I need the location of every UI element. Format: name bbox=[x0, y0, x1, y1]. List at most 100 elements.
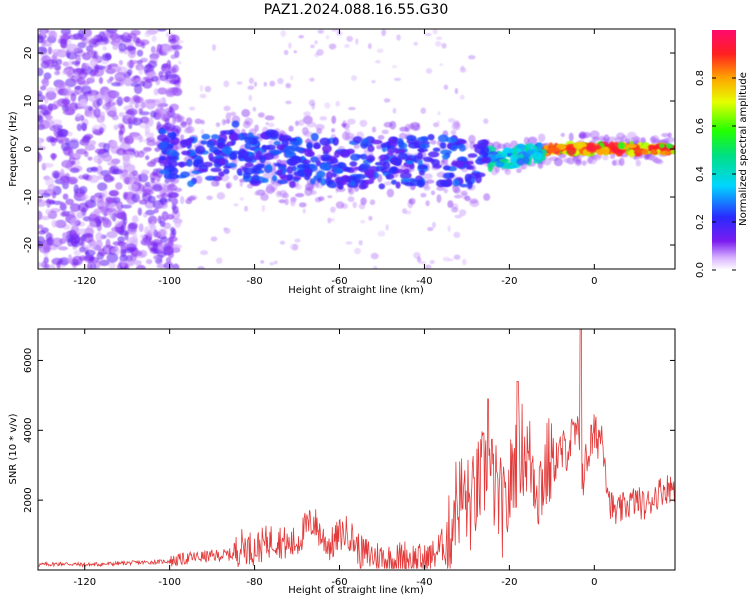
spectrogram-cell bbox=[503, 148, 515, 154]
spectrogram-cell bbox=[327, 217, 332, 224]
spectrogram-cell bbox=[548, 146, 560, 153]
spectrogram-cell bbox=[38, 261, 42, 268]
spectrogram-cell bbox=[133, 96, 144, 104]
spectrogram-cell bbox=[591, 145, 602, 150]
spectrogram-cell bbox=[105, 67, 116, 75]
spectrogram-cell bbox=[128, 199, 135, 205]
spectrogram-cell bbox=[228, 152, 238, 160]
spectrogram-cell bbox=[423, 185, 431, 191]
spectrogram-cell bbox=[254, 124, 259, 132]
spectrogram-cell bbox=[292, 243, 299, 251]
spectrogram-cell bbox=[212, 44, 216, 51]
spectrogram-cell bbox=[335, 201, 345, 209]
spectrogram-cell bbox=[279, 240, 286, 245]
spectrogram-cell bbox=[355, 38, 359, 45]
spectrogram-cell bbox=[66, 51, 78, 60]
spectrogram-cell bbox=[187, 149, 197, 157]
spectrogram-cell bbox=[199, 84, 204, 92]
spectrogram-cell bbox=[243, 167, 255, 175]
spectrogram-cell bbox=[247, 132, 254, 139]
spectrogram-cell bbox=[60, 29, 71, 36]
spectrogram-cell bbox=[76, 211, 84, 219]
spectrogram-cell bbox=[98, 259, 110, 267]
spectrogram-cell bbox=[60, 211, 67, 217]
spectrogram-cell bbox=[263, 81, 267, 87]
spectrogram-cell bbox=[442, 165, 451, 171]
spectrogram-cell bbox=[41, 55, 51, 64]
spectrogram-cell bbox=[331, 29, 339, 33]
spectrogram-cell bbox=[302, 208, 306, 214]
spectrogram-cell bbox=[218, 171, 225, 177]
spectrogram-cell bbox=[274, 162, 282, 167]
spectrogram-cell bbox=[397, 139, 405, 149]
spectrogram-cell bbox=[38, 146, 46, 151]
spectrogram-cell bbox=[91, 167, 98, 173]
spectrogram-cell bbox=[454, 88, 459, 95]
spectrogram-cell bbox=[509, 155, 519, 164]
spectrogram-cell bbox=[167, 132, 174, 139]
spectrogram-cell bbox=[139, 80, 146, 87]
spectrogram-cell bbox=[98, 77, 104, 85]
spectrogram-xtick-label: -120 bbox=[73, 276, 96, 287]
colorbar-ticks: 0.0 0.2 0.4 0.6 0.8 bbox=[695, 70, 736, 278]
spectrogram-cell bbox=[92, 129, 102, 136]
spectrogram-cell bbox=[314, 40, 318, 45]
spectrogram-cell bbox=[330, 206, 336, 213]
spectrogram-cell bbox=[643, 153, 650, 160]
spectrogram-cell bbox=[667, 132, 672, 139]
spectrogram-cell bbox=[268, 140, 274, 145]
spectrogram-cell bbox=[661, 132, 669, 138]
spectrogram-cell bbox=[171, 204, 177, 211]
colorbar-gradient bbox=[712, 30, 736, 270]
colorbar: 0.0 0.2 0.4 0.6 0.8 Normalized spectral ampl… bbox=[695, 30, 749, 278]
spectrogram-cell bbox=[345, 177, 352, 182]
spectrogram-cell bbox=[398, 132, 407, 140]
spectrogram-cell bbox=[327, 195, 333, 199]
spectrogram-cell bbox=[302, 162, 310, 170]
spectrogram-cell bbox=[38, 105, 44, 110]
spectrogram-cell bbox=[211, 180, 220, 187]
spectrogram-cell bbox=[260, 193, 269, 201]
spectrogram-cell bbox=[241, 108, 251, 118]
spectrogram-cell bbox=[109, 140, 118, 148]
spectrogram-cell bbox=[131, 250, 143, 257]
colorbar-tick-label: 0.2 bbox=[695, 214, 706, 230]
spectrogram-cell bbox=[437, 111, 441, 116]
spectrogram-cell bbox=[204, 85, 212, 93]
spectrogram-cell bbox=[405, 160, 414, 165]
spectrogram-cell bbox=[150, 46, 156, 54]
spectrogram-cell bbox=[432, 147, 441, 152]
spectrogram-cell bbox=[286, 173, 294, 181]
spectrogram-cell bbox=[174, 220, 182, 229]
spectrogram-cell bbox=[244, 142, 252, 150]
spectrogram-cell bbox=[181, 150, 191, 156]
spectrogram-cell bbox=[67, 131, 73, 137]
spectrogram-cell bbox=[185, 117, 193, 126]
spectrogram-cell bbox=[118, 112, 125, 118]
spectrogram-cell bbox=[67, 254, 73, 264]
spectrogram-cell bbox=[392, 166, 398, 172]
spectrogram-cell bbox=[60, 177, 68, 186]
spectrogram-cell bbox=[310, 44, 315, 49]
spectrogram-cell bbox=[111, 82, 122, 87]
spectrogram-cell bbox=[70, 217, 80, 227]
spectrogram-cell bbox=[358, 182, 367, 190]
spectrogram-cell bbox=[317, 29, 324, 34]
spectrogram-cell bbox=[262, 172, 273, 180]
spectrogram-cell bbox=[536, 142, 543, 150]
spectrogram-cell bbox=[75, 113, 82, 122]
spectrogram-cell bbox=[148, 117, 154, 127]
spectrogram-cell bbox=[468, 134, 476, 144]
spectrogram-cell bbox=[451, 206, 459, 213]
spectrogram-cell bbox=[418, 169, 425, 176]
spectrogram-cell bbox=[381, 129, 389, 135]
spectrogram-cell bbox=[79, 98, 88, 107]
spectrogram-cell bbox=[305, 182, 315, 191]
spectrogram-cell bbox=[140, 234, 147, 239]
spectrogram-cell bbox=[56, 128, 68, 137]
spectrogram-cell bbox=[320, 178, 327, 186]
spectrogram-cell bbox=[349, 153, 361, 161]
spectrogram-cell bbox=[107, 161, 119, 167]
spectrogram-cell bbox=[298, 119, 305, 126]
